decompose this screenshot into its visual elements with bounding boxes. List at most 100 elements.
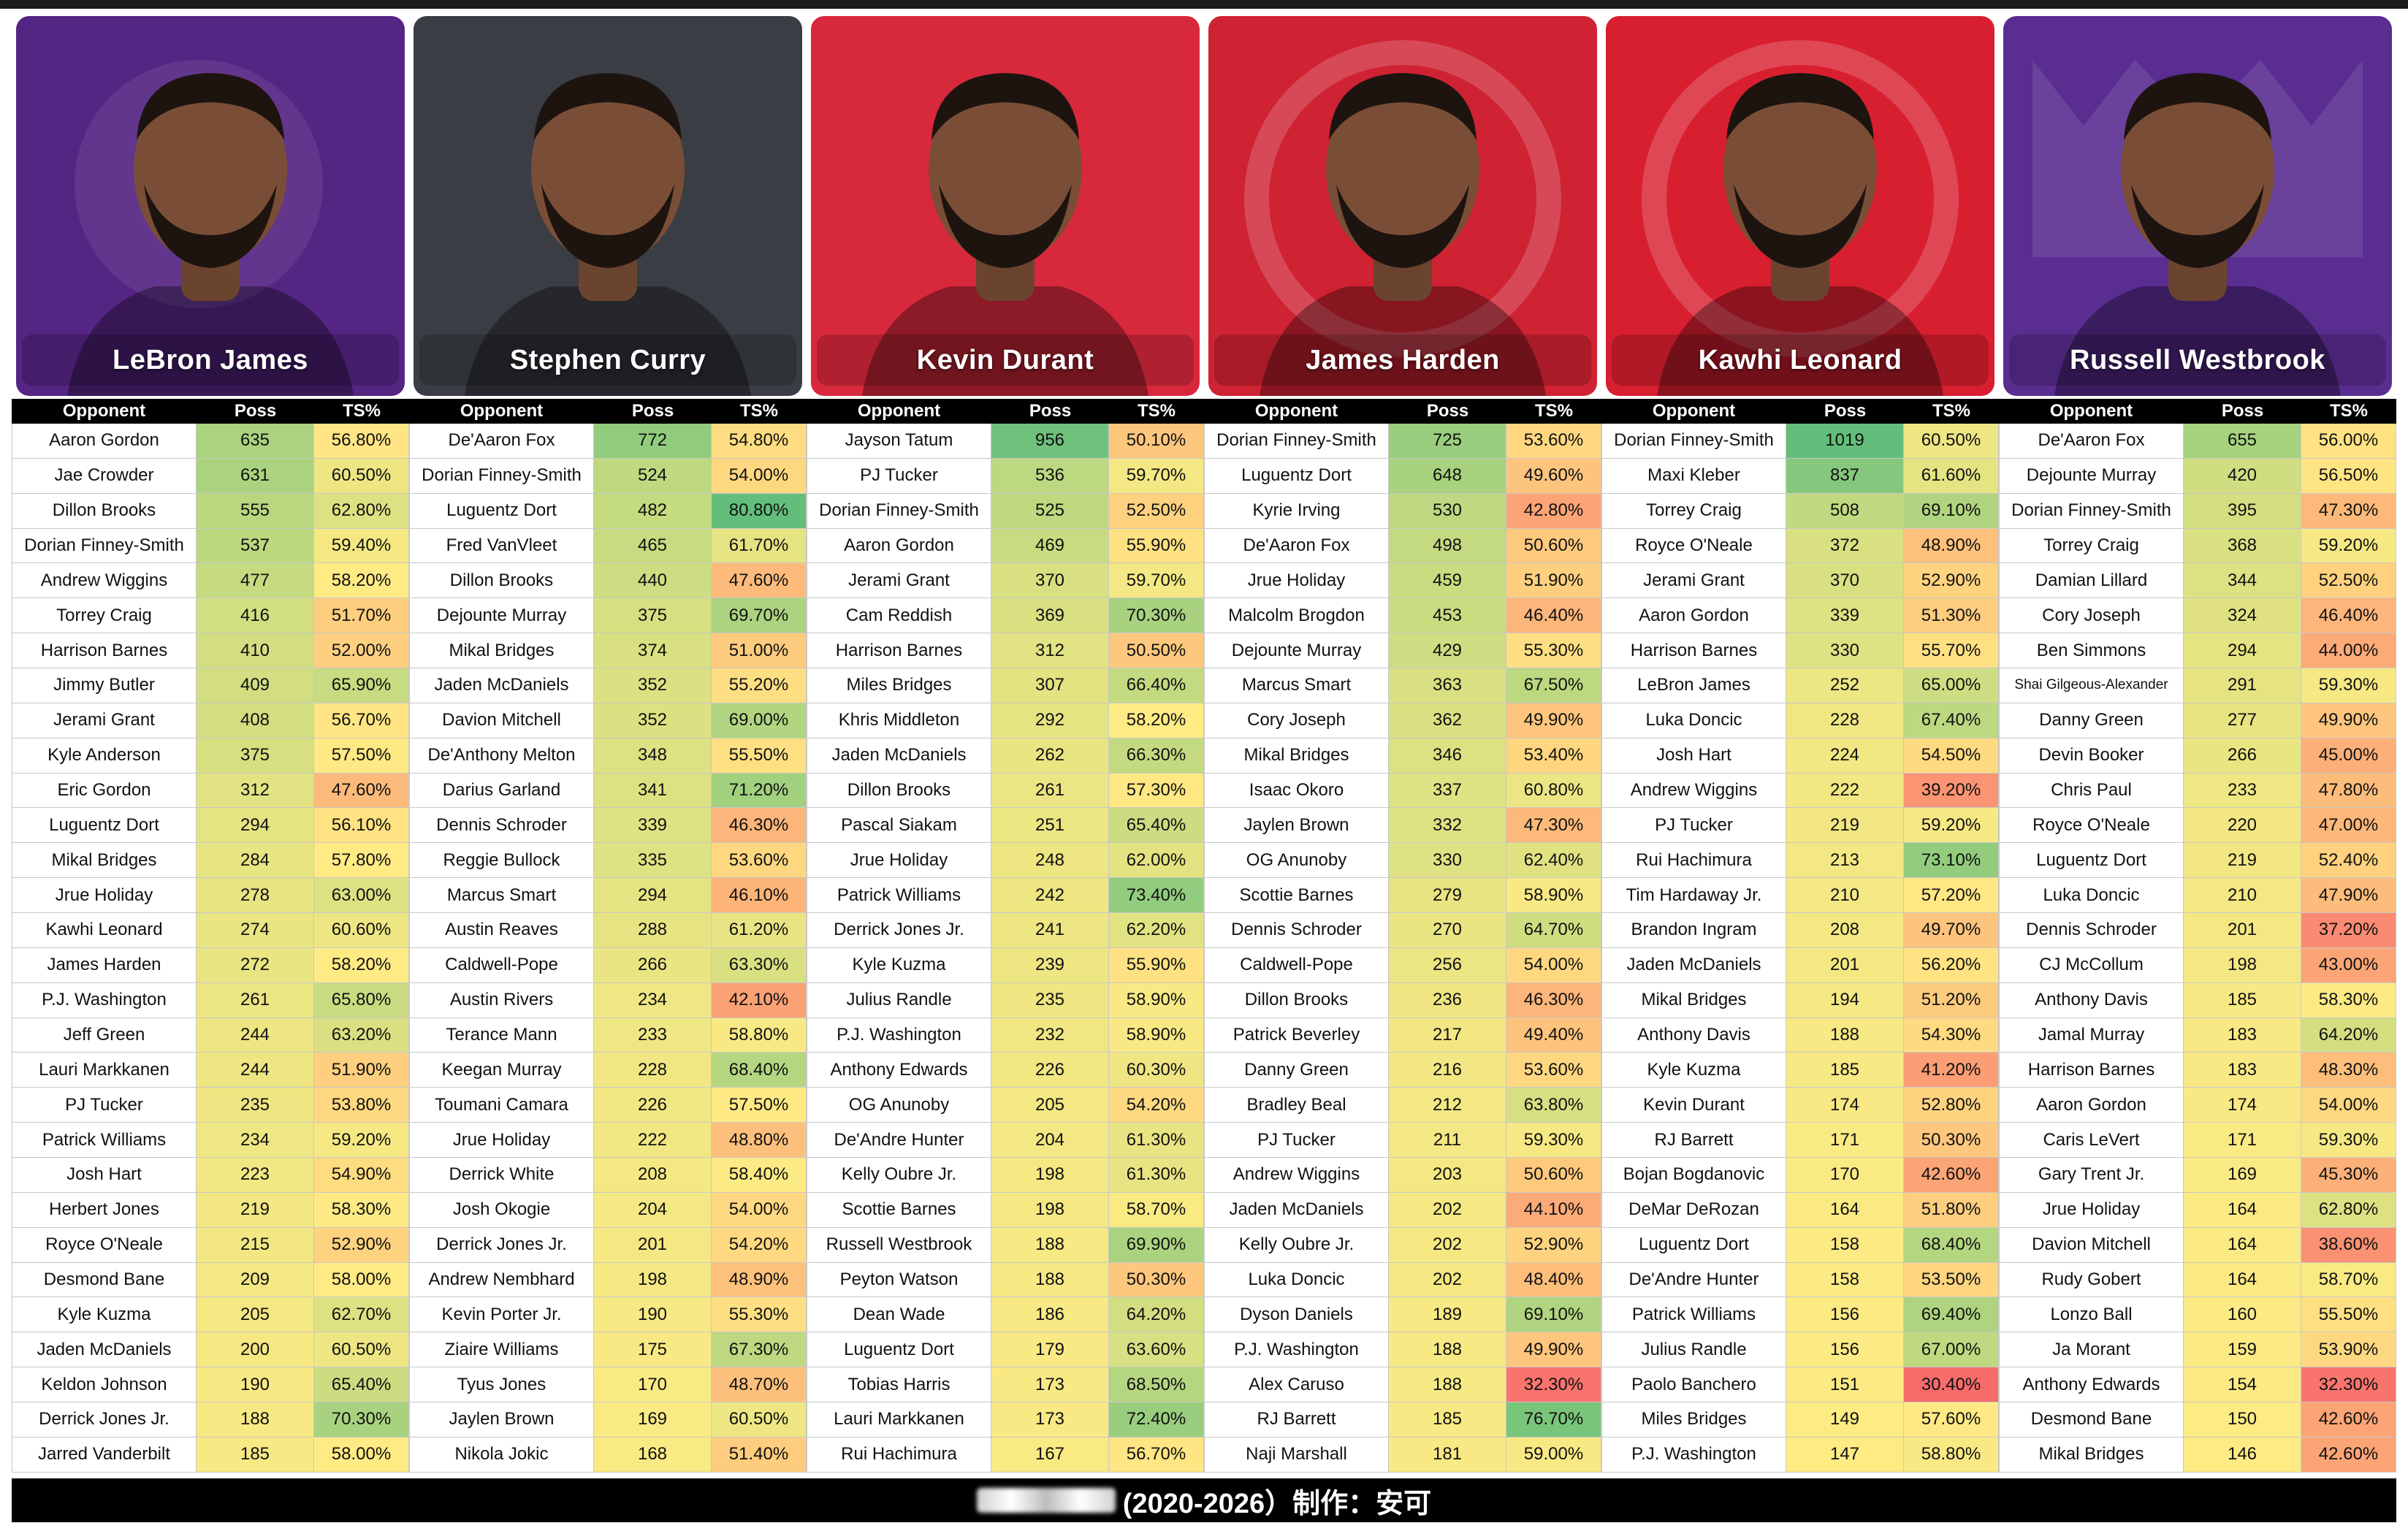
opponent-cell: Dillon Brooks — [1204, 982, 1389, 1018]
opponent-cell: Maxi Kleber — [1601, 458, 1786, 494]
ts-cell: 58.70% — [2301, 1262, 2396, 1298]
poss-cell: 530 — [1389, 493, 1506, 529]
poss-cell: 459 — [1389, 563, 1506, 599]
poss-cell: 219 — [2184, 843, 2301, 879]
poss-cell: 482 — [594, 493, 712, 529]
poss-cell: 185 — [1389, 1402, 1506, 1438]
ts-cell: 56.80% — [314, 424, 409, 459]
ts-cell: 52.90% — [314, 1227, 409, 1263]
opponent-cell: Derrick Jones Jr. — [409, 1227, 594, 1263]
opponent-cell: DeMar DeRozan — [1601, 1192, 1786, 1228]
ts-cell: 65.40% — [314, 1367, 409, 1403]
opponent-cell: Cory Joseph — [1204, 703, 1389, 738]
head-silhouette — [929, 75, 1082, 264]
opponent-cell: Kevin Porter Jr. — [409, 1297, 594, 1333]
ts-cell: 54.50% — [1904, 738, 1999, 774]
poss-cell: 219 — [197, 1192, 314, 1228]
opponent-cell: Austin Reaves — [409, 913, 594, 948]
table-row: Andrew Wiggins 477 58.20% — [12, 563, 409, 599]
opponent-cell: Patrick Williams — [807, 878, 991, 914]
poss-cell: 261 — [991, 773, 1109, 809]
ts-cell: 53.60% — [1506, 1053, 1601, 1088]
ts-cell: 53.90% — [2301, 1332, 2396, 1368]
poss-cell: 272 — [197, 947, 314, 983]
poss-cell: 202 — [1389, 1262, 1506, 1298]
poss-cell: 307 — [991, 668, 1109, 703]
table-row: Julius Randle 156 67.00% — [1601, 1332, 1999, 1368]
opponent-cell: Gary Trent Jr. — [1999, 1158, 2184, 1193]
opponent-cell: Royce O'Neale — [12, 1227, 197, 1263]
opponent-cell: Caldwell-Pope — [1204, 947, 1389, 983]
poss-cell: 164 — [1786, 1192, 1904, 1228]
opponent-cell: Kelly Oubre Jr. — [1204, 1227, 1389, 1263]
ts-cell: 50.30% — [1904, 1123, 1999, 1158]
table-row: Harrison Barnes 312 50.50% — [807, 633, 1204, 669]
opponent-cell: Miles Bridges — [1601, 1402, 1786, 1438]
table-row: Desmond Bane 150 42.60% — [1999, 1402, 2396, 1438]
opponent-cell: P.J. Washington — [1601, 1437, 1786, 1473]
poss-cell: 369 — [991, 598, 1109, 634]
ts-cell: 56.00% — [2301, 424, 2396, 459]
opponent-cell: Khris Middleton — [807, 703, 991, 738]
player-column: Kawhi Leonard Opponent Poss TS% Dorian Finne… — [1601, 9, 1999, 1522]
ts-cell: 37.20% — [2301, 913, 2396, 948]
ts-cell: 67.00% — [1904, 1332, 1999, 1368]
opponent-cell: Luguentz Dort — [1601, 1227, 1786, 1263]
ts-cell: 56.70% — [314, 703, 409, 738]
ts-cell: 80.80% — [712, 493, 807, 529]
ts-cell: 58.40% — [712, 1158, 807, 1193]
table-row: Royce O'Neale 372 48.90% — [1601, 528, 1999, 564]
table-row: P.J. Washington 261 65.80% — [12, 982, 409, 1018]
opponent-cell: Reggie Bullock — [409, 843, 594, 879]
table-row: Gary Trent Jr. 169 45.30% — [1999, 1158, 2396, 1193]
table-row: Marcus Smart 294 46.10% — [409, 878, 807, 914]
ts-cell: 70.30% — [1109, 598, 1204, 634]
ts-cell: 58.90% — [1506, 878, 1601, 914]
ts-cell: 70.30% — [314, 1402, 409, 1438]
opponent-cell: Russell Westbrook — [807, 1227, 991, 1263]
ts-cell: 62.70% — [314, 1297, 409, 1333]
ts-cell: 38.60% — [2301, 1227, 2396, 1263]
ts-cell: 52.00% — [314, 633, 409, 669]
ts-cell: 64.20% — [1109, 1297, 1204, 1333]
opponent-cell: Toumani Camara — [409, 1088, 594, 1123]
ts-cell: 63.60% — [1109, 1332, 1204, 1368]
ts-cell: 58.20% — [314, 563, 409, 599]
poss-cell: 150 — [2184, 1402, 2301, 1438]
opponent-cell: Dorian Finney-Smith — [12, 528, 197, 564]
ts-cell: 50.30% — [1109, 1262, 1204, 1298]
player-portrait — [2032, 60, 2363, 396]
ts-cell: 30.40% — [1904, 1367, 1999, 1403]
opponent-cell: De'Aaron Fox — [1999, 424, 2184, 459]
ts-cell: 47.80% — [2301, 773, 2396, 809]
ts-cell: 50.50% — [1109, 633, 1204, 669]
opponent-cell: Andrew Wiggins — [12, 563, 197, 599]
poss-cell: 291 — [2184, 668, 2301, 703]
poss-cell: 151 — [1786, 1367, 1904, 1403]
poss-cell: 226 — [991, 1053, 1109, 1088]
head-silhouette — [2121, 75, 2274, 264]
ts-cell: 45.00% — [2301, 738, 2396, 774]
opponent-cell: Julius Randle — [807, 982, 991, 1018]
table-row: Anthony Davis 185 58.30% — [1999, 982, 2396, 1018]
poss-cell: 330 — [1786, 633, 1904, 669]
poss-cell: 235 — [991, 982, 1109, 1018]
poss-cell: 201 — [594, 1227, 712, 1263]
table-row: Anthony Edwards 226 60.30% — [807, 1053, 1204, 1088]
ts-cell: 59.30% — [2301, 1123, 2396, 1158]
poss-cell: 188 — [991, 1262, 1109, 1298]
table-row: Mikal Bridges 374 51.00% — [409, 633, 807, 669]
opponent-cell: Luka Doncic — [1999, 878, 2184, 914]
table-row: Isaac Okoro 337 60.80% — [1204, 773, 1601, 809]
jersey-silhouette — [2054, 286, 2341, 396]
poss-cell: 648 — [1389, 458, 1506, 494]
ts-cell: 46.10% — [712, 878, 807, 914]
poss-cell: 375 — [594, 598, 712, 634]
poss-cell: 217 — [1389, 1018, 1506, 1053]
player-column: Russell Westbrook Opponent Poss TS% De'Aaron… — [1999, 9, 2396, 1522]
opponent-cell: Dejounte Murray — [1204, 633, 1389, 669]
table-row: Josh Hart 224 54.50% — [1601, 738, 1999, 774]
beard-silhouette — [541, 184, 674, 268]
table-row: Reggie Bullock 335 53.60% — [409, 843, 807, 879]
ts-cell: 46.30% — [1506, 982, 1601, 1018]
